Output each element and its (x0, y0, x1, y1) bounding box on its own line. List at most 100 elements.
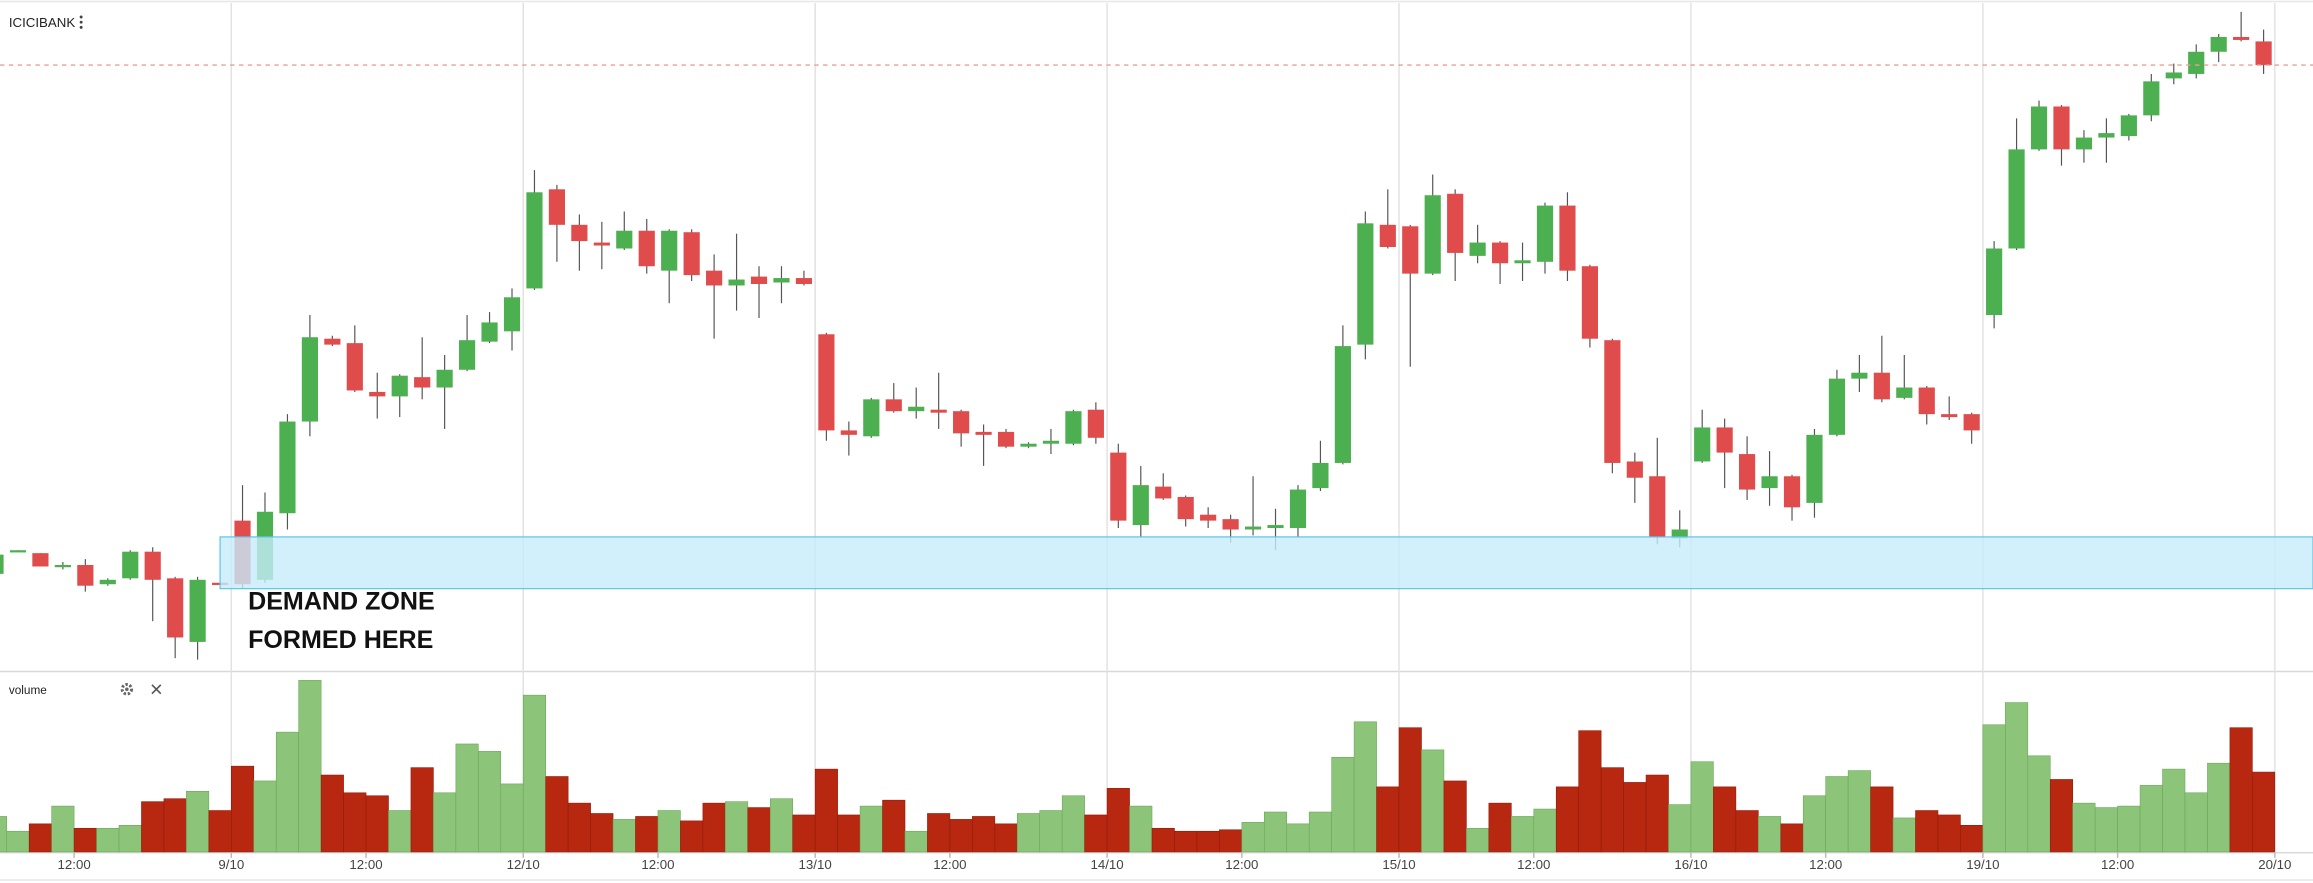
volume-bar (837, 814, 861, 853)
volume-bar (1016, 813, 1041, 853)
overlay: DEMAND ZONE FORMED HERE (0, 64, 2313, 654)
candle-body (1312, 462, 1329, 489)
volume-bar (814, 768, 838, 853)
candle-body (77, 565, 94, 586)
volume-bar (320, 774, 344, 853)
candle-body (1514, 260, 1531, 264)
x-tick-label: 14/10 (1090, 857, 1123, 872)
candle-body (795, 278, 813, 284)
candle-body (1132, 485, 1149, 526)
candle-body (706, 270, 723, 286)
candle-body (1626, 461, 1643, 478)
volume-close[interactable] (151, 684, 162, 695)
x-axis: 12:00 9/10 12:00 12/10 12:00 13/10 12:00 14/10 1… (58, 851, 2291, 872)
x-tick-label: 15/10 (1382, 857, 1415, 872)
candle-body (1289, 489, 1307, 529)
x-tick-label: 20/10 (2258, 857, 2291, 872)
volume-bar (1892, 817, 1916, 853)
candle-body (863, 399, 880, 437)
candle-body (1963, 414, 1980, 431)
volume-bar (2139, 785, 2163, 853)
volume-bar (275, 731, 299, 853)
volume-bar (1533, 808, 1557, 853)
candle-body (54, 565, 71, 568)
volume-bar (1690, 761, 1714, 853)
volume-bar (1443, 780, 1467, 853)
volume-bar (1645, 774, 1669, 853)
volume-bar (1825, 776, 1849, 853)
volume-bar (2094, 807, 2118, 853)
volume-bar (859, 805, 883, 853)
volume-bar (927, 813, 951, 853)
candle-body (728, 279, 745, 286)
volume-bar (567, 802, 591, 853)
volume-bar (2229, 727, 2253, 853)
volume-bar (1129, 805, 1153, 853)
volume-bar (590, 813, 614, 853)
candle-body (885, 399, 902, 412)
volume-bar (725, 801, 749, 853)
candle-body (571, 224, 588, 242)
candle-body (2075, 137, 2093, 150)
volume-bar (1466, 827, 1490, 853)
candle-body (324, 338, 341, 345)
volume-bar (118, 825, 142, 853)
candle-body (616, 230, 633, 249)
volume-bar (1151, 827, 1175, 853)
volume-bar (1421, 749, 1445, 853)
candle-body (1379, 224, 1396, 248)
candle-body (840, 430, 857, 435)
volume-bar (96, 827, 120, 853)
volume-bar (6, 830, 30, 853)
candle-body (459, 340, 476, 370)
candle-body (818, 334, 835, 431)
candle-body (953, 411, 970, 434)
volume-bar (1735, 810, 1759, 853)
volume-bar (0, 816, 8, 853)
volume-label: volume (9, 683, 47, 697)
candle-body (279, 421, 296, 514)
volume-bar (186, 791, 210, 853)
candle-body (436, 369, 453, 388)
candle-body (1986, 248, 2003, 316)
candle-body (1604, 340, 1621, 463)
volume-bar (51, 805, 75, 853)
volume-bar (1802, 795, 1826, 853)
candle-body (99, 579, 116, 585)
volume-bar (522, 694, 546, 853)
volume-bar (2072, 802, 2096, 853)
volume-bar (28, 823, 52, 853)
x-tick-label: 12:00 (641, 857, 674, 872)
symbol-menu[interactable] (79, 15, 83, 29)
candle-body (1536, 205, 1554, 262)
volume-bar (2207, 762, 2231, 853)
volume-settings[interactable] (120, 683, 134, 696)
candle-body (1649, 476, 1666, 537)
candle-body (2098, 133, 2115, 138)
volume-bar (635, 816, 659, 853)
volume-bar (1286, 823, 1310, 853)
candle-body (1581, 266, 1598, 339)
zone-label: FORMED HERE (248, 626, 433, 654)
candles (0, 11, 2272, 660)
volume-bar (1488, 802, 1512, 853)
candle-body (301, 337, 318, 422)
x-tick-label: 9/10 (218, 857, 244, 872)
volume-bar (253, 780, 277, 853)
volume-bar (1870, 786, 1894, 853)
zone-label: DEMAND ZONE (248, 587, 435, 615)
volume-bar (1668, 804, 1692, 853)
volume-bar (163, 798, 187, 853)
symbol-title: ICICIBANK (9, 15, 75, 30)
candle-body (2210, 36, 2227, 52)
candle-body (1671, 529, 1688, 539)
x-tick-label: 12:00 (349, 857, 382, 872)
candle-body (548, 189, 566, 225)
volume-bar (545, 776, 569, 853)
volume-bar (1960, 825, 1984, 853)
candle-body (526, 192, 543, 289)
candle-body (1087, 409, 1104, 438)
candle-body (1851, 372, 1868, 379)
volume-bar (994, 823, 1018, 853)
x-tick-label: 16/10 (1674, 857, 1707, 872)
